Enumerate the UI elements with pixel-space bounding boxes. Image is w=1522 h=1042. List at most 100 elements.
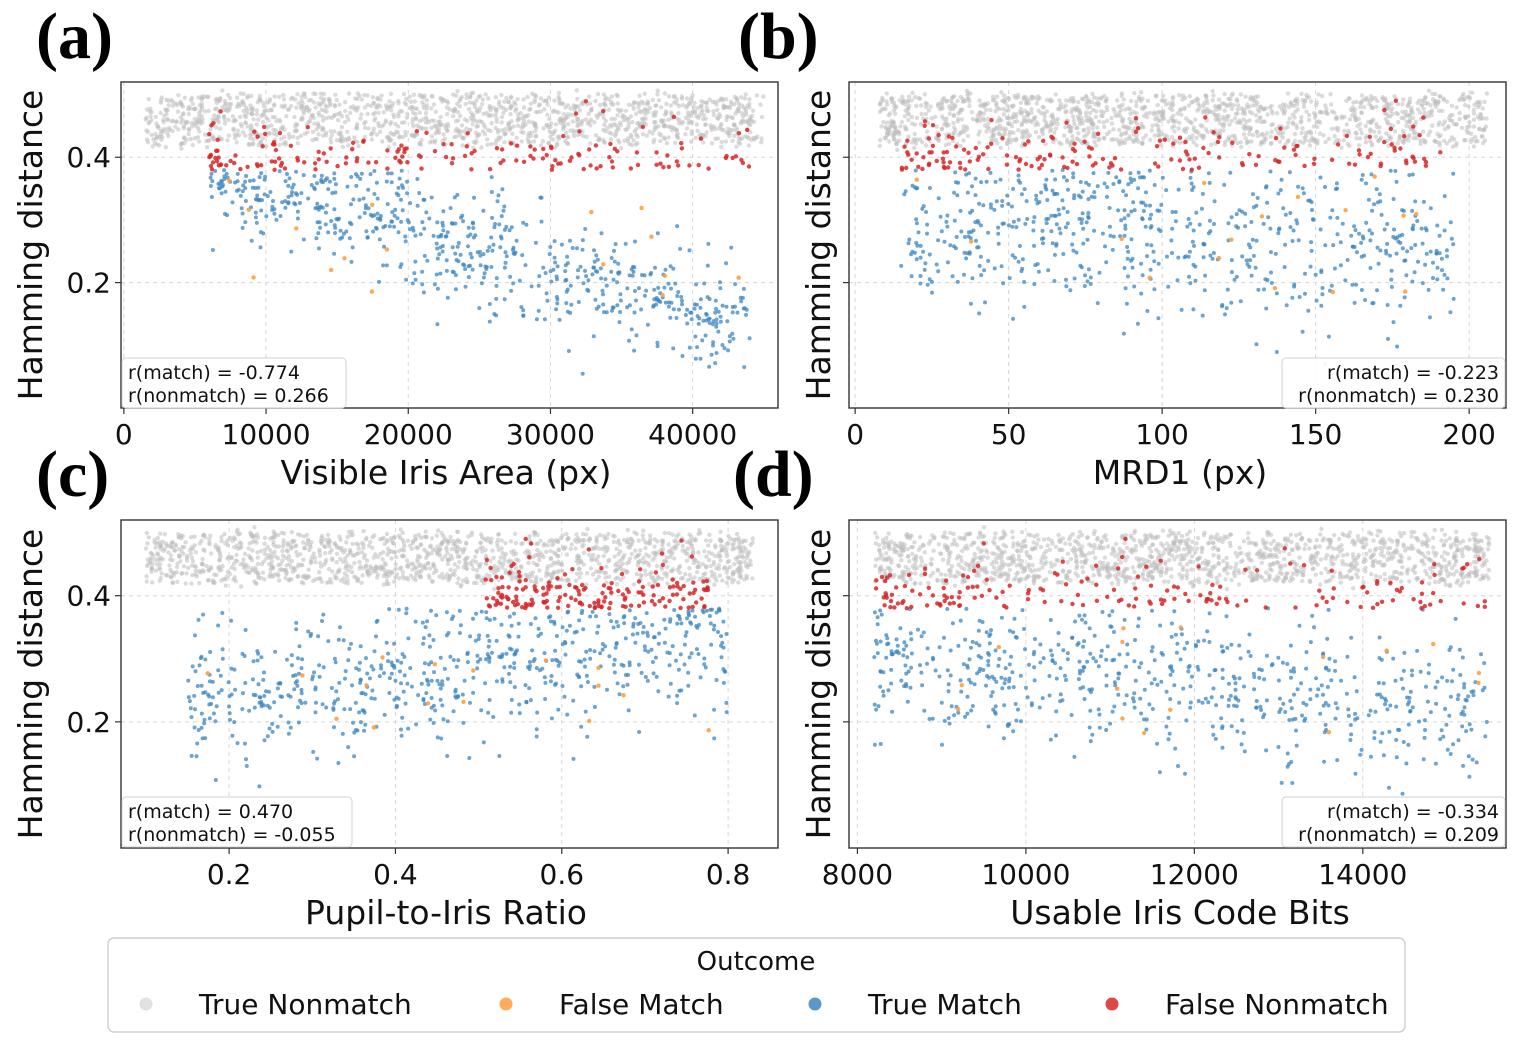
true-nonmatch-point [198, 121, 203, 126]
true-nonmatch-point [1115, 113, 1120, 118]
true-match-point [553, 260, 558, 265]
false-nonmatch-point [1004, 162, 1010, 167]
true-nonmatch-point [540, 139, 546, 144]
true-match-point [318, 225, 323, 230]
true-match-point [449, 221, 454, 226]
true-nonmatch-point [1307, 143, 1313, 148]
true-nonmatch-point [1020, 131, 1025, 136]
true-nonmatch-point [453, 128, 458, 133]
false-nonmatch-point [305, 125, 310, 130]
true-match-point [472, 195, 476, 200]
true-nonmatch-point [211, 137, 216, 142]
true-match-point [918, 274, 923, 278]
true-match-point [1378, 199, 1383, 204]
true-nonmatch-point [1128, 98, 1134, 104]
true-match-point [1020, 257, 1025, 262]
true-nonmatch-point [912, 145, 917, 151]
true-match-point [286, 183, 291, 188]
true-nonmatch-point [495, 130, 501, 135]
true-nonmatch-point [1238, 140, 1244, 145]
true-nonmatch-point [1169, 134, 1175, 140]
true-match-point [629, 327, 634, 332]
true-nonmatch-point [734, 144, 739, 149]
true-match-point [585, 287, 590, 292]
true-match-point [521, 220, 526, 225]
true-nonmatch-point [244, 105, 249, 111]
false-nonmatch-point [1026, 139, 1031, 144]
x-tick-label-b: 200 [1442, 418, 1495, 451]
true-match-point [924, 210, 929, 214]
true-match-point [970, 184, 974, 189]
true-match-point [1281, 206, 1286, 211]
true-nonmatch-point [574, 88, 579, 93]
true-match-point [1415, 219, 1420, 223]
true-match-point [513, 250, 518, 255]
true-match-point [463, 284, 468, 289]
true-nonmatch-point [248, 127, 253, 133]
true-match-point [921, 249, 926, 254]
true-match-point [1269, 270, 1273, 275]
false-nonmatch-point [366, 160, 371, 165]
true-match-point [668, 264, 673, 269]
true-nonmatch-point [1321, 133, 1326, 138]
true-match-point [618, 298, 623, 303]
true-match-point [1034, 197, 1039, 202]
true-match-point [1117, 179, 1122, 184]
true-match-point [599, 231, 604, 236]
true-match-point [1130, 265, 1135, 270]
true-match-point [1319, 270, 1324, 275]
true-nonmatch-point [154, 142, 159, 147]
true-nonmatch-point [1269, 108, 1275, 114]
true-nonmatch-point [1474, 100, 1480, 106]
true-match-point [349, 222, 354, 227]
true-match-point [1306, 308, 1311, 313]
true-match-point [711, 319, 716, 324]
true-match-point [1071, 231, 1076, 236]
true-nonmatch-point [1286, 138, 1291, 143]
true-nonmatch-point [975, 119, 980, 124]
true-nonmatch-point [673, 140, 678, 145]
true-nonmatch-point [564, 130, 569, 135]
true-nonmatch-point [1046, 124, 1052, 129]
true-match-point [1141, 209, 1146, 213]
true-nonmatch-point [997, 123, 1003, 128]
false-nonmatch-point [1100, 156, 1106, 162]
true-match-point [450, 269, 455, 274]
true-nonmatch-point [906, 117, 911, 123]
true-nonmatch-point [1374, 104, 1379, 109]
true-match-point [270, 208, 275, 212]
true-match-point [371, 229, 376, 234]
true-nonmatch-point [510, 131, 515, 136]
true-nonmatch-point [493, 125, 498, 131]
true-nonmatch-point [1143, 133, 1149, 138]
true-nonmatch-point [1099, 113, 1104, 119]
false-nonmatch-point [922, 119, 928, 124]
true-nonmatch-point [1374, 122, 1379, 127]
true-match-point [948, 243, 953, 248]
true-nonmatch-point [615, 101, 621, 106]
true-nonmatch-point [1095, 125, 1100, 130]
true-nonmatch-point [1063, 103, 1069, 108]
true-match-point [257, 197, 262, 202]
true-nonmatch-point [701, 140, 706, 145]
true-match-point [263, 174, 268, 179]
true-match-point [575, 246, 579, 251]
true-match-point [707, 364, 712, 369]
true-nonmatch-point [496, 99, 502, 105]
true-nonmatch-point [455, 89, 460, 94]
false-nonmatch-point [679, 141, 684, 146]
true-nonmatch-point [662, 91, 668, 96]
true-match-point [1394, 251, 1399, 256]
true-match-point [1352, 245, 1357, 249]
true-nonmatch-point [882, 135, 888, 140]
true-nonmatch-point [363, 119, 368, 125]
true-nonmatch-point [565, 103, 570, 108]
false-nonmatch-point [944, 149, 950, 155]
true-match-point [399, 197, 403, 202]
true-nonmatch-point [1299, 130, 1304, 136]
true-nonmatch-point [1141, 136, 1146, 141]
true-match-point [1148, 267, 1153, 272]
true-match-point [1226, 221, 1231, 226]
true-nonmatch-point [1203, 93, 1208, 98]
true-match-point [210, 179, 215, 184]
